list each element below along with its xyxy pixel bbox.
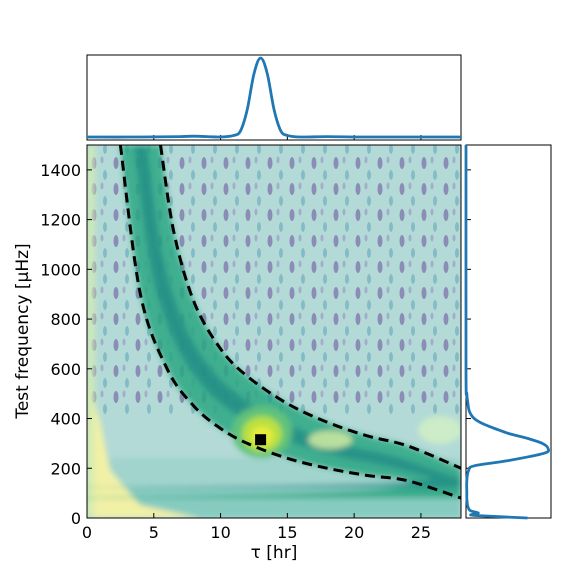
- heatmap-contours: [87, 145, 461, 518]
- y-axis-ticks: 0 200 400 600 800 1000 1200 1400: [40, 161, 92, 528]
- peak-marker-square: [255, 434, 267, 446]
- dashed-guide-curve-upper: [159, 145, 461, 470]
- y-axis-label: Test frequency [μHz]: [13, 243, 33, 419]
- x-tick-label: 15: [277, 523, 297, 542]
- x-tick-label: 20: [344, 523, 364, 542]
- secondary-patch: [308, 431, 352, 449]
- x-tick-label: 10: [210, 523, 230, 542]
- corner-yellow-region: [87, 380, 200, 518]
- y-tick-label: 1200: [40, 211, 81, 230]
- y-tick-label: 800: [50, 310, 81, 329]
- dashed-guide-curve-lower: [118, 145, 461, 500]
- right-panel-frame: [465, 144, 552, 519]
- right-pale-patch: [418, 416, 461, 444]
- x-axis-label: τ [hr]: [251, 543, 298, 563]
- x-tick-label: 25: [411, 523, 431, 542]
- main-heatmap-panel: 0 5 10 15 20 25 0 200 400 600 800 1000 1200 1400 τ […: [13, 144, 462, 563]
- y-tick-label: 1000: [40, 260, 81, 279]
- x-axis-ticks: 0 5 10 15 20 25: [82, 513, 431, 542]
- top-marginal-panel: [86, 54, 462, 141]
- left-edge-band: [87, 145, 95, 518]
- top-panel-frame: [86, 54, 462, 141]
- y-tick-label: 400: [50, 410, 81, 429]
- y-tick-label: 0: [71, 509, 81, 528]
- heatmap-field: [87, 145, 461, 518]
- main-panel-frame: [86, 144, 462, 519]
- right-marginal-line: [464, 144, 551, 520]
- top-marginal-line: [86, 56, 461, 139]
- y-tick-label: 600: [50, 360, 81, 379]
- x-tick-label: 0: [82, 523, 92, 542]
- y-tick-label: 1400: [40, 161, 81, 180]
- y-tick-label: 200: [50, 459, 81, 478]
- right-marginal-panel: [464, 144, 552, 520]
- x-tick-label: 5: [149, 523, 159, 542]
